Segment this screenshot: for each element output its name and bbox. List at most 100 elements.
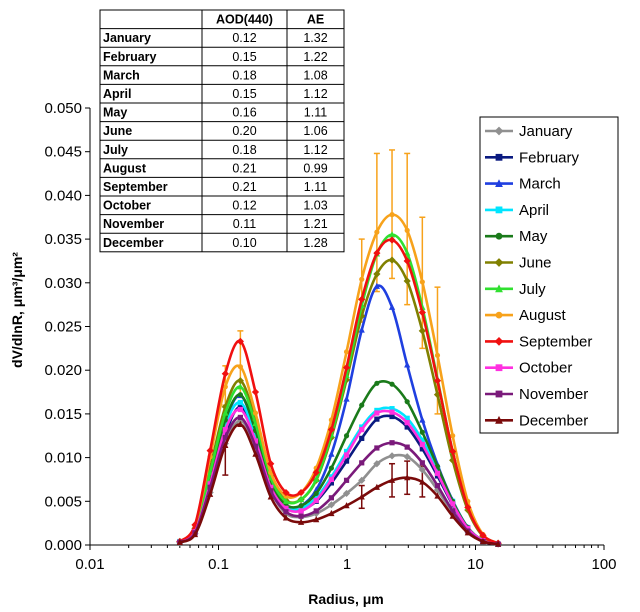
table-frame bbox=[99, 9, 345, 253]
x-axis-title: Radius, μm bbox=[308, 591, 383, 607]
table-month: February bbox=[103, 50, 157, 64]
y-tick-label: 0.035 bbox=[44, 231, 82, 248]
data-point bbox=[237, 383, 244, 390]
data-point bbox=[207, 484, 213, 490]
data-point bbox=[327, 426, 335, 434]
data-point bbox=[312, 468, 320, 477]
data-point bbox=[328, 509, 335, 517]
data-point bbox=[328, 480, 334, 486]
data-point bbox=[267, 460, 275, 468]
legend-label: January bbox=[519, 123, 573, 140]
data-point bbox=[359, 435, 365, 441]
table-header: AE bbox=[307, 13, 324, 27]
data-point bbox=[374, 410, 380, 416]
data-point bbox=[236, 337, 244, 345]
legend-item: September bbox=[485, 333, 592, 350]
legend-label: July bbox=[519, 281, 546, 298]
legend-swatch-marker bbox=[495, 153, 503, 161]
data-point bbox=[222, 427, 228, 433]
legend-swatch-marker bbox=[495, 232, 503, 240]
data-point bbox=[237, 406, 243, 413]
table-aod: 0.15 bbox=[232, 50, 256, 64]
data-point bbox=[358, 326, 365, 333]
data-point bbox=[389, 212, 395, 218]
data-point bbox=[404, 424, 410, 430]
data-point bbox=[404, 444, 410, 450]
data-point bbox=[222, 434, 228, 441]
legend-swatch-marker bbox=[494, 258, 504, 267]
data-point bbox=[404, 249, 411, 256]
data-point bbox=[282, 497, 290, 504]
data-point bbox=[388, 452, 396, 460]
data-point bbox=[328, 450, 335, 457]
table-ae: 1.32 bbox=[303, 31, 327, 45]
data-point bbox=[374, 407, 380, 414]
data-point bbox=[237, 420, 244, 427]
data-point bbox=[388, 303, 396, 310]
table-aod: 0.18 bbox=[232, 68, 256, 82]
data-point bbox=[373, 249, 381, 257]
data-point bbox=[449, 512, 456, 519]
data-point bbox=[237, 392, 243, 398]
legend: January February March April May June July Augu… bbox=[479, 116, 619, 434]
table-month: April bbox=[103, 87, 131, 101]
data-point bbox=[282, 488, 290, 497]
data-point bbox=[297, 495, 305, 503]
legend-label: December bbox=[519, 412, 588, 429]
data-point bbox=[236, 377, 244, 385]
legend-item: August bbox=[485, 307, 567, 324]
table-ae: 1.21 bbox=[303, 217, 327, 231]
table-month: May bbox=[103, 106, 127, 120]
data-point bbox=[433, 377, 442, 385]
data-point bbox=[343, 395, 350, 402]
data-point bbox=[403, 453, 411, 461]
series-line bbox=[179, 423, 499, 546]
data-point bbox=[359, 460, 365, 466]
data-point bbox=[313, 495, 319, 501]
data-point bbox=[374, 445, 380, 451]
data-point bbox=[479, 537, 487, 545]
data-point bbox=[419, 478, 426, 485]
table-ae: 0.99 bbox=[303, 161, 327, 175]
data-point bbox=[418, 308, 426, 317]
data-point bbox=[298, 503, 304, 509]
table-ae: 1.12 bbox=[303, 143, 327, 157]
data-point bbox=[464, 503, 472, 512]
data-point bbox=[282, 514, 290, 521]
data-point bbox=[343, 502, 350, 509]
data-point bbox=[479, 531, 487, 539]
y-tick-label: 0.000 bbox=[44, 537, 82, 554]
data-point bbox=[389, 413, 395, 420]
y-tick-label: 0.010 bbox=[44, 450, 82, 467]
data-point bbox=[358, 295, 366, 304]
data-point bbox=[342, 363, 351, 372]
data-point bbox=[328, 495, 334, 501]
data-point bbox=[419, 460, 425, 466]
table-aod: 0.12 bbox=[232, 199, 256, 213]
data-point bbox=[251, 388, 260, 396]
table-month: June bbox=[103, 124, 132, 138]
table-month: September bbox=[103, 180, 168, 194]
series-line bbox=[179, 408, 499, 546]
data-point bbox=[419, 416, 426, 423]
legend-item: December bbox=[485, 412, 588, 429]
data-point bbox=[465, 525, 471, 531]
table-aod: 0.16 bbox=[232, 106, 256, 120]
legend-label: May bbox=[519, 228, 548, 245]
table-aod: 0.10 bbox=[232, 236, 256, 250]
data-point bbox=[403, 277, 411, 285]
legend-swatch-marker bbox=[495, 284, 503, 293]
legend-item: April bbox=[485, 202, 549, 219]
y-tick-label: 0.015 bbox=[44, 406, 82, 423]
data-point bbox=[450, 508, 456, 514]
x-tick-label: 0.1 bbox=[208, 556, 229, 573]
series-line bbox=[179, 379, 499, 546]
legend-swatch-marker bbox=[494, 337, 504, 346]
data-point bbox=[358, 476, 366, 484]
legend-swatch-marker bbox=[495, 415, 503, 424]
x-tick-label: 0.01 bbox=[75, 556, 104, 573]
data-point bbox=[222, 431, 228, 437]
table-ae: 1.03 bbox=[303, 199, 327, 213]
legend-label: June bbox=[519, 255, 552, 272]
y-tick-label: 0.050 bbox=[44, 100, 82, 117]
